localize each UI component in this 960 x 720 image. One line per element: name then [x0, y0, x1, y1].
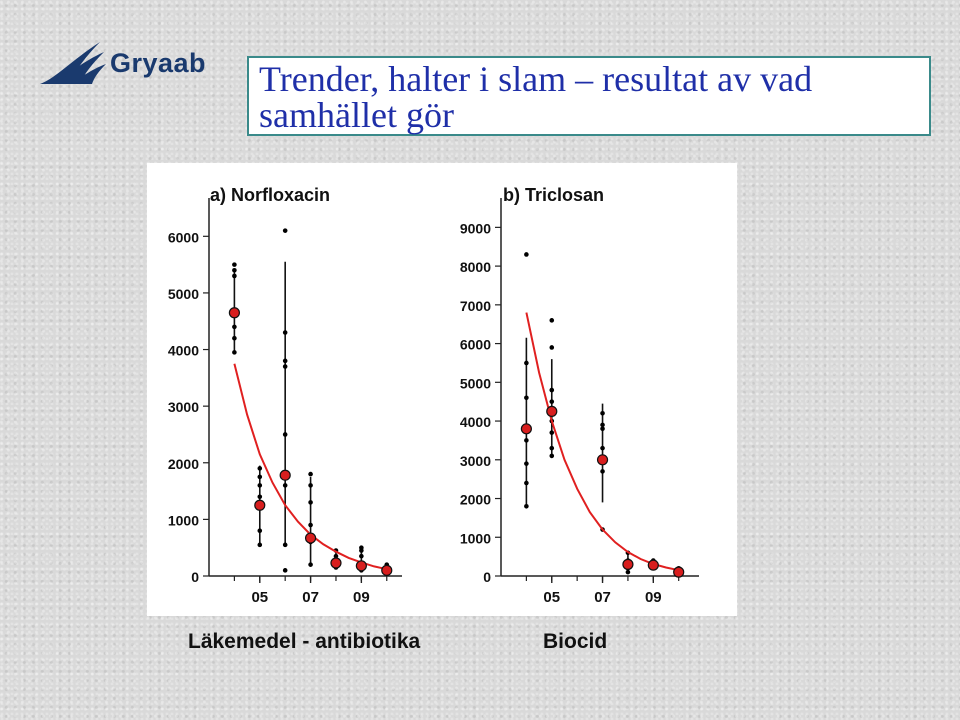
- triclosan-x-tick-label: 07: [594, 589, 611, 606]
- triclosan-raw-point: [549, 399, 555, 404]
- triclosan-mean-marker: [673, 566, 685, 578]
- norfloxacin-y-tick-label: 5000: [168, 286, 199, 302]
- norfloxacin-y-tick-label: 3000: [168, 399, 199, 415]
- triclosan-raw-point: [549, 453, 555, 459]
- norfloxacin-raw-point: [282, 432, 288, 437]
- norfloxacin-raw-point: [232, 267, 237, 273]
- triclosan-raw-point: [600, 469, 605, 474]
- norfloxacin-x-tick-label: 07: [302, 589, 319, 606]
- norfloxacin-y-tick-label: 6000: [168, 229, 199, 245]
- triclosan-raw-point: [625, 569, 631, 575]
- title-box: Trender, halter i slam – resultat av vad…: [247, 56, 931, 136]
- norfloxacin-raw-point: [308, 522, 313, 528]
- norfloxacin-raw-point: [232, 262, 237, 267]
- triclosan-raw-point: [524, 461, 529, 466]
- triclosan-raw-point: [524, 360, 529, 366]
- norfloxacin-raw-point: [282, 330, 288, 335]
- norfloxacin-x-tick-label: 05: [251, 589, 268, 606]
- norfloxacin-mean-marker: [254, 499, 266, 511]
- triclosan-mean-marker: [647, 559, 659, 571]
- norfloxacin-raw-point: [333, 553, 339, 559]
- norfloxacin-mean-marker: [228, 307, 240, 319]
- norfloxacin-raw-point: [282, 483, 288, 488]
- triclosan-raw-point: [524, 480, 529, 486]
- norfloxacin-raw-point: [257, 542, 263, 548]
- triclosan-y-tick-label: 3000: [460, 453, 491, 469]
- norfloxacin-mean-marker: [304, 532, 317, 544]
- triclosan-mean-marker: [520, 423, 532, 435]
- norfloxacin-raw-point: [308, 562, 313, 567]
- norfloxacin-raw-point: [308, 500, 313, 505]
- norfloxacin-raw-point: [232, 273, 237, 279]
- norfloxacin-y-tick-label: 0: [191, 569, 199, 585]
- triclosan-raw-point: [549, 430, 555, 435]
- norfloxacin-raw-point: [232, 335, 237, 341]
- triclosan-raw-point: [524, 438, 529, 443]
- triclosan-raw-point: [549, 345, 555, 350]
- slide-title-line2: samhället gör: [259, 95, 454, 135]
- triclosan-raw-point: [549, 445, 555, 451]
- logo-text: Gryaab: [110, 48, 207, 78]
- norfloxacin-mean-marker: [381, 564, 393, 576]
- triclosan-mean-marker: [596, 454, 609, 466]
- norfloxacin-raw-point: [359, 553, 364, 559]
- norfloxacin-raw-point: [232, 350, 237, 355]
- triclosan-mean-marker: [546, 405, 558, 417]
- triclosan-chart-title: b) Triclosan: [503, 185, 604, 205]
- caption-biocide: Biocid: [543, 630, 608, 653]
- triclosan-raw-point: [524, 395, 529, 401]
- norfloxacin-x-tick-label: 09: [353, 589, 370, 606]
- triclosan-y-tick-label: 7000: [460, 298, 491, 314]
- triclosan-y-tick-label: 5000: [460, 375, 491, 391]
- triclosan-raw-point: [524, 252, 529, 257]
- triclosan-raw-point: [549, 387, 555, 393]
- norfloxacin-raw-point: [282, 568, 288, 573]
- norfloxacin-raw-point: [257, 474, 263, 480]
- norfloxacin-mean-marker: [330, 557, 342, 569]
- norfloxacin-raw-point: [282, 358, 288, 364]
- caption-pharmaceuticals: Läkemedel - antibiotika: [188, 630, 421, 653]
- norfloxacin-raw-point: [257, 494, 263, 500]
- triclosan-y-tick-label: 4000: [460, 414, 491, 430]
- triclosan-raw-point: [600, 422, 605, 428]
- norfloxacin-chart-title: a) Norfloxacin: [210, 185, 330, 205]
- triclosan-raw-point: [600, 445, 605, 451]
- norfloxacin-raw-point: [257, 528, 263, 534]
- norfloxacin-raw-point: [308, 483, 313, 488]
- norfloxacin-raw-point: [257, 483, 263, 488]
- triclosan-raw-point: [600, 411, 605, 416]
- norfloxacin-y-tick-label: 2000: [168, 456, 199, 472]
- norfloxacin-mean-marker: [355, 560, 367, 572]
- triclosan-y-tick-label: 0: [483, 569, 491, 585]
- triclosan-x-tick-label: 05: [543, 589, 560, 606]
- chart-panel: a) Norfloxacin 0 1000 2000 3000 4000 5000 6000 0…: [147, 163, 737, 616]
- triclosan-x-tick-label: 09: [645, 589, 662, 606]
- triclosan-y-tick-label: 6000: [460, 337, 491, 353]
- norfloxacin-mean-marker: [279, 469, 291, 481]
- charts-svg: a) Norfloxacin 0 1000 2000 3000 4000 5000 6000 0…: [168, 185, 699, 606]
- triclosan-y-tick-label: 1000: [460, 530, 491, 546]
- triclosan-raw-point: [524, 503, 529, 509]
- norfloxacin-raw-point: [308, 471, 313, 477]
- norfloxacin-raw-point: [282, 542, 288, 548]
- norfloxacin-y-tick-label: 1000: [168, 512, 199, 528]
- norfloxacin-raw-point: [359, 548, 364, 553]
- gryaab-wave-logo-icon: [40, 42, 106, 84]
- triclosan-y-tick-label: 8000: [460, 259, 491, 275]
- norfloxacin-y-tick-label: 4000: [168, 343, 199, 359]
- norfloxacin-raw-point: [257, 466, 263, 471]
- triclosan-raw-point: [549, 318, 555, 323]
- gryaab-logo: Gryaab: [38, 38, 228, 90]
- triclosan-raw-point: [600, 426, 605, 432]
- triclosan-y-tick-label: 2000: [460, 492, 491, 508]
- norfloxacin-raw-point: [282, 228, 288, 233]
- norfloxacin-raw-point: [232, 324, 237, 330]
- triclosan-y-tick-label: 9000: [460, 220, 491, 236]
- slide-title-line1: Trender, halter i slam – resultat av vad: [259, 59, 813, 99]
- triclosan-mean-marker: [622, 558, 634, 570]
- norfloxacin-raw-point: [282, 364, 288, 369]
